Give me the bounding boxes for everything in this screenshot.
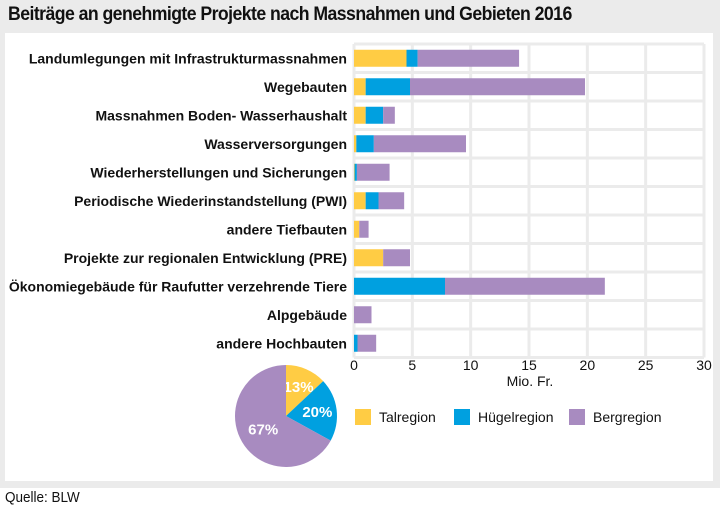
category-label: Ökonomiegebäude für Raufutter verzehrend… <box>9 278 347 294</box>
x-axis-label: Mio. Fr. <box>507 373 554 389</box>
source-note: Quelle: BLW <box>5 489 80 506</box>
bar-segment-talregion[interactable] <box>354 163 355 181</box>
bar-segment-hgelregion[interactable] <box>365 78 410 96</box>
bar-segment-bergregion[interactable] <box>445 277 605 295</box>
pie-slice-hgelregion[interactable] <box>286 381 338 441</box>
pie-slice-bergregion[interactable] <box>235 365 331 468</box>
category-label: Landumlegungen mit Infrastrukturmassnahm… <box>29 50 347 66</box>
category-label: Massnahmen Boden- Wasserhaushalt <box>95 107 347 123</box>
grid-lines <box>352 42 706 359</box>
category-label: andere Tiefbauten <box>227 221 347 237</box>
pie-value-label: 67% <box>248 421 278 438</box>
chart-svg: Landumlegungen mit Infrastrukturmassnahm… <box>9 42 712 468</box>
x-tick-label: 5 <box>408 357 416 373</box>
category-labels: Landumlegungen mit Infrastrukturmassnahm… <box>9 50 347 351</box>
bar-segment-talregion[interactable] <box>354 78 366 96</box>
x-tick-label: 25 <box>638 357 654 373</box>
legend-label: Talregion <box>379 409 436 425</box>
bar-segment-bergregion[interactable] <box>417 49 520 67</box>
legend-item-talregion[interactable]: Talregion <box>355 409 436 425</box>
bar-segment-bergregion[interactable] <box>359 220 369 238</box>
x-tick-label: 10 <box>463 357 479 373</box>
category-label: Wiederherstellungen und Sicherungen <box>90 164 347 180</box>
bar-segment-talregion[interactable] <box>354 220 360 238</box>
category-label: Projekte zur regionalen Entwicklung (PRE… <box>64 250 347 266</box>
bar-segment-bergregion[interactable] <box>373 135 466 153</box>
bar-segment-bergregion[interactable] <box>383 106 395 124</box>
legend-item-hgelregion[interactable]: Hügelregion <box>454 409 554 425</box>
legend-swatch <box>355 409 371 425</box>
legend-label: Bergregion <box>593 409 662 425</box>
category-label: andere Hochbauten <box>216 335 347 351</box>
pie-chart: 13% 20% 67% <box>235 365 338 468</box>
bar-segment-bergregion[interactable] <box>356 163 390 181</box>
bar-segment-bergregion[interactable] <box>357 334 377 352</box>
bar-segment-talregion[interactable] <box>354 249 384 267</box>
bar-segment-talregion[interactable] <box>354 49 407 67</box>
chart-title: Beiträge an genehmigte Projekte nach Mas… <box>8 4 572 25</box>
bar-segment-bergregion[interactable] <box>354 306 372 324</box>
x-tick-label: 30 <box>696 357 712 373</box>
x-axis-ticks: 0 5 10 15 20 25 30 <box>350 357 712 373</box>
bar-segment-hgelregion[interactable] <box>406 49 418 67</box>
pie-value-label: 13% <box>284 379 314 396</box>
bar-segment-hgelregion[interactable] <box>365 106 384 124</box>
pie-value-label: 20% <box>302 404 332 421</box>
bar-segment-talregion[interactable] <box>354 135 357 153</box>
bar-segment-bergregion[interactable] <box>383 249 410 267</box>
bar-series <box>354 49 605 352</box>
category-label: Wasserversorgungen <box>204 136 347 152</box>
bar-segment-talregion[interactable] <box>354 192 366 210</box>
bar-segment-bergregion[interactable] <box>410 78 585 96</box>
x-tick-label: 0 <box>350 357 358 373</box>
x-tick-label: 20 <box>580 357 596 373</box>
bar-segment-hgelregion[interactable] <box>354 163 357 181</box>
category-label: Periodische Wiederinstandstellung (PWI) <box>74 193 347 209</box>
legend: Talregion Hügelregion Bergregion <box>355 409 662 425</box>
bar-segment-hgelregion[interactable] <box>354 277 445 295</box>
legend-label: Hügelregion <box>478 409 554 425</box>
category-label: Wegebauten <box>264 79 347 95</box>
legend-swatch <box>454 409 470 425</box>
bar-segment-hgelregion[interactable] <box>365 192 379 210</box>
legend-item-bergregion[interactable]: Bergregion <box>569 409 662 425</box>
legend-swatch <box>569 409 585 425</box>
bar-segment-hgelregion[interactable] <box>356 135 374 153</box>
category-label: Alpgebäude <box>267 307 347 323</box>
bar-segment-hgelregion[interactable] <box>354 334 358 352</box>
x-tick-label: 15 <box>521 357 537 373</box>
bar-segment-talregion[interactable] <box>354 106 366 124</box>
pie-slice-talregion[interactable] <box>286 365 324 416</box>
bar-segment-bergregion[interactable] <box>378 192 405 210</box>
